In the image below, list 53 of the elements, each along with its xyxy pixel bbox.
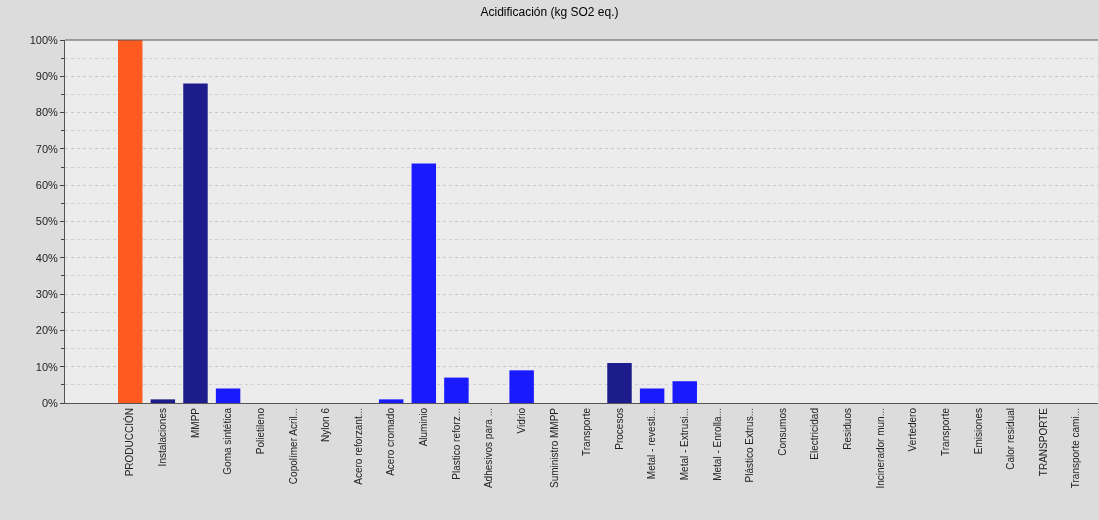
y-tick-label: 40%	[35, 251, 58, 264]
bar	[411, 163, 437, 403]
x-tick-label: Aluminio	[418, 407, 430, 447]
x-tick-label: MMPP	[189, 407, 201, 438]
x-tick-label: Acero cromado	[385, 407, 397, 476]
bar	[639, 388, 665, 403]
x-tick-label: Adhesivos para ...	[483, 408, 495, 489]
bar	[509, 370, 534, 403]
y-tick-label: 0%	[41, 396, 59, 409]
bar	[183, 83, 208, 403]
y-tick-label: 20%	[35, 324, 58, 337]
y-tick-label: 60%	[35, 179, 58, 192]
x-tick-label: Copolímer Acril...	[287, 408, 299, 485]
y-tick-label: 90%	[35, 70, 58, 83]
x-tick-label: Vertedero	[907, 407, 919, 452]
x-tick-label: Plástico Extrus...	[744, 408, 756, 483]
x-tick-label: Emisiones	[972, 408, 984, 455]
x-tick-label: Consumos	[776, 408, 788, 456]
x-tick-label: Vidrio	[515, 407, 527, 434]
x-tick-label: Acero reforzant...	[352, 408, 364, 485]
x-tick-label: Procesos	[613, 408, 625, 450]
bar	[607, 363, 632, 403]
y-tick-label: 100%	[29, 33, 59, 46]
bar	[150, 399, 176, 403]
bar	[378, 399, 404, 403]
y-tick-label: 80%	[35, 106, 58, 119]
x-tick-label: Goma sintética	[222, 407, 234, 475]
bar	[215, 388, 241, 403]
bar	[118, 40, 143, 403]
x-tick-label: Metal - revesti...	[646, 408, 658, 480]
x-tick-label: Suministro MMPP	[548, 407, 560, 489]
x-tick-label: Transporte cami...	[1070, 408, 1082, 489]
chart-title: Acidificación (kg SO2 eq.)	[480, 5, 619, 20]
x-tick-label: Transporte	[939, 407, 951, 456]
x-tick-label: Plastico reforz...	[450, 408, 462, 480]
x-tick-label: Transporte	[581, 407, 593, 456]
x-tick-label: Metal - Extrusi...	[678, 408, 690, 481]
y-tick-label: 70%	[35, 142, 58, 155]
y-tick-label: 30%	[35, 287, 58, 300]
x-tick-label: Instalaciones	[157, 408, 169, 467]
x-tick-label: Polietileno	[254, 407, 266, 455]
x-tick-label: Nylon 6	[320, 407, 332, 442]
y-tick-label: 50%	[35, 215, 58, 228]
x-tick-label: TRANSPORTE	[1037, 407, 1049, 477]
bar	[672, 381, 697, 403]
x-tick-label: Metal - Enrolla...	[711, 408, 723, 481]
x-tick-label: Residuos	[842, 408, 854, 450]
x-tick-label: Electricidad	[809, 408, 821, 460]
y-tick-label: 10%	[35, 360, 58, 373]
bar	[444, 377, 469, 403]
x-tick-label: Calor residual	[1005, 408, 1017, 470]
x-tick-label: Incinerador mun...	[874, 408, 886, 489]
x-tick-label: PRODUCCIÓN	[123, 408, 136, 477]
